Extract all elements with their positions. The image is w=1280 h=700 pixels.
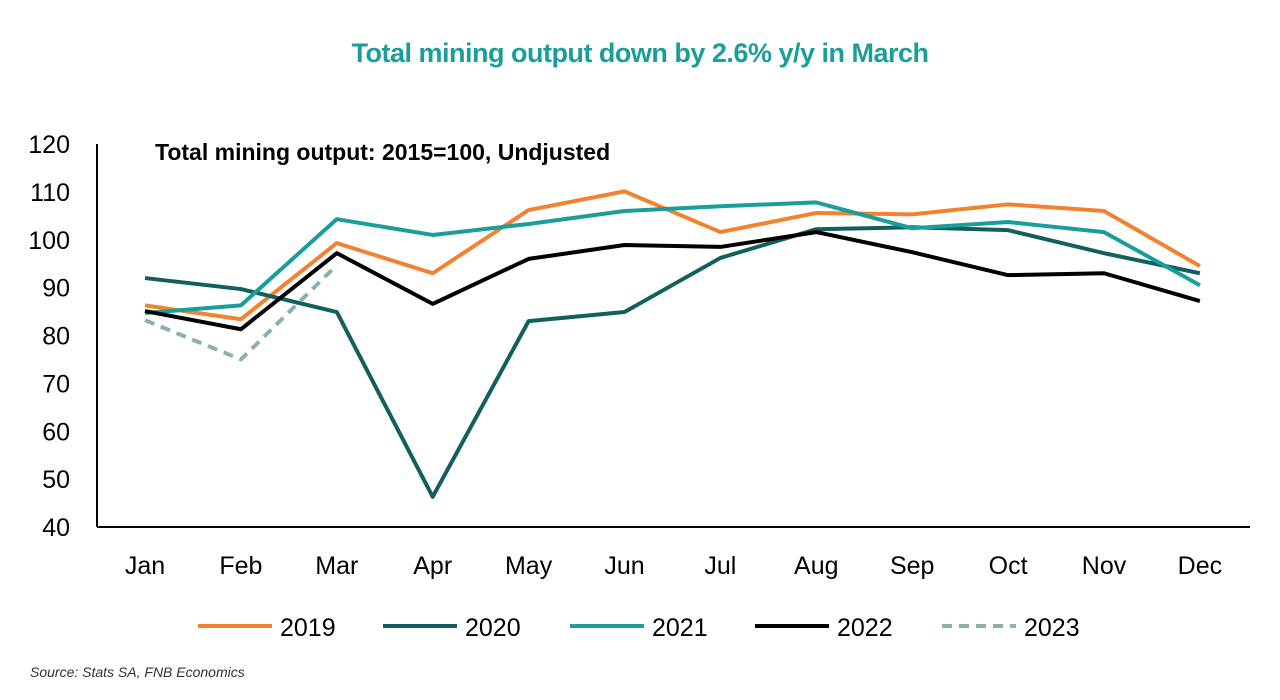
source-note: Source: Stats SA, FNB Economics [30,664,245,680]
x-tick-label: Apr [413,552,452,580]
x-tick-label: Jan [125,552,165,580]
x-tick-label: Jul [704,552,736,580]
series-line-2021 [144,200,1201,315]
legend-label-2023: 2023 [1024,614,1080,642]
x-tick-label: Jun [604,552,644,580]
x-tick-label: Oct [989,552,1028,580]
x-tick-label: Aug [794,552,838,580]
y-tick-label: 100 [28,227,70,255]
y-tick-label: 60 [42,418,70,446]
y-tick-label: 70 [42,370,70,398]
x-tick-label: Sep [890,552,934,580]
x-tick-label: Mar [315,552,358,580]
y-tick-label: 120 [28,131,70,159]
series-line-2020 [144,225,1201,499]
y-tick-label: 80 [42,323,70,351]
y-tick-label: 110 [30,179,70,207]
y-tick-label: 40 [42,514,70,542]
chart-title: Total mining output down by 2.6% y/y in … [351,38,929,68]
x-tick-label: Feb [219,552,262,580]
x-tick-label: Nov [1082,552,1127,580]
legend-label-2020: 2020 [465,614,521,642]
legend-label-2021: 2021 [652,614,708,642]
legend-label-2019: 2019 [280,614,336,642]
chart-subtitle: Total mining output: 2015=100, Undjusted [155,139,611,165]
x-tick-label: May [505,552,553,580]
y-tick-label: 50 [42,466,70,494]
y-tick-label: 90 [42,275,70,303]
series-line-2023 [144,263,339,362]
series-line-2022 [144,230,1201,332]
series-line-2019 [144,189,1201,322]
x-tick-label: Dec [1178,552,1222,580]
legend-label-2022: 2022 [837,614,893,642]
